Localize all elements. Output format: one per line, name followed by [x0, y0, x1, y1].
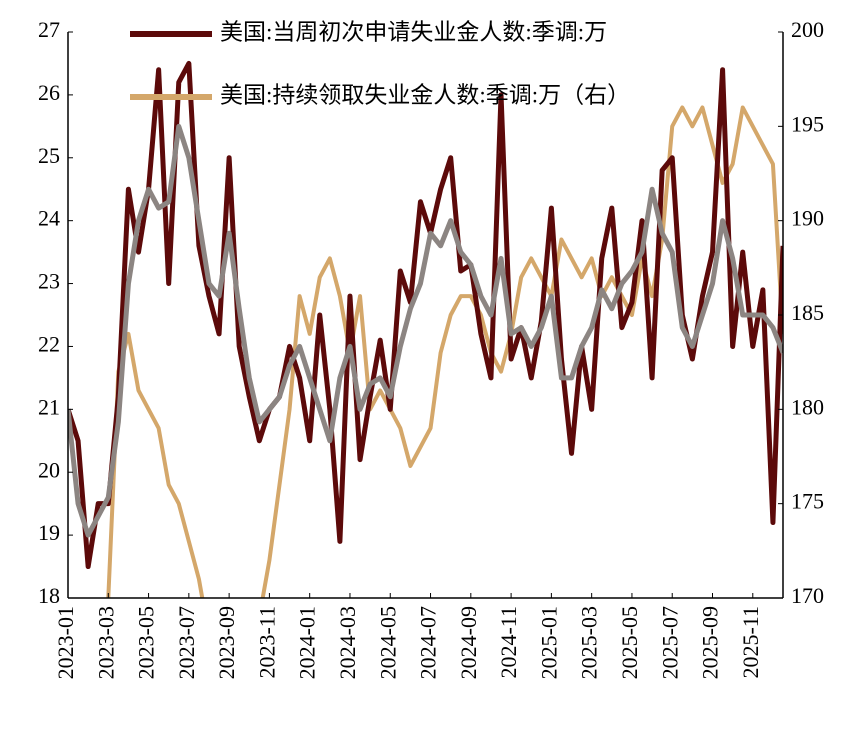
- series-line: [106, 105, 783, 598]
- y-tick-label: 20: [38, 457, 60, 482]
- x-tick-label: 2023-11: [254, 606, 279, 679]
- y2-tick-label: 200: [791, 17, 824, 42]
- x-tick-label: 2024-11: [496, 606, 521, 679]
- y2-tick-label: 190: [791, 206, 824, 231]
- x-tick-label: 2023-01: [53, 606, 78, 679]
- x-tick-label: 2023-03: [93, 606, 118, 679]
- y-tick-label: 21: [38, 394, 60, 419]
- y2-tick-label: 185: [791, 300, 824, 325]
- x-tick-label: 2024-07: [416, 606, 441, 679]
- y-tick-label: 24: [38, 206, 60, 231]
- legend-label: 美国:持续领取失业金人数:季调:万（右）: [220, 82, 630, 107]
- x-tick-label: 2024-05: [375, 606, 400, 679]
- series-line: [68, 123, 783, 538]
- x-tick-label: 2025-07: [657, 606, 682, 679]
- plot-area: [68, 60, 783, 598]
- y-tick-label: 22: [38, 331, 60, 356]
- x-tick-label: 2024-09: [456, 606, 481, 679]
- y-tick-label: 19: [38, 520, 60, 545]
- x-tick-label: 2024-03: [335, 606, 360, 679]
- legend-label: 美国:当周初次申请失业金人数:季调:万: [220, 19, 607, 44]
- series-line: [68, 60, 783, 570]
- x-tick-label: 2025-03: [577, 606, 602, 679]
- y-tick-label: 27: [38, 17, 60, 42]
- x-tick-label: 2023-05: [134, 606, 159, 679]
- y2-tick-label: 195: [791, 111, 824, 136]
- x-tick-label: 2025-05: [617, 606, 642, 679]
- x-tick-label: 2023-09: [214, 606, 239, 679]
- x-tick-label: 2023-07: [174, 606, 199, 679]
- x-tick-label: 2025-11: [738, 606, 763, 679]
- y-tick-label: 26: [38, 80, 60, 105]
- y2-tick-label: 180: [791, 394, 824, 419]
- x-tick-label: 2025-09: [698, 606, 723, 679]
- y2-tick-label: 170: [791, 583, 824, 608]
- x-tick-label: 2024-01: [295, 606, 320, 679]
- y-tick-label: 23: [38, 269, 60, 294]
- x-tick-label: 2025-01: [536, 606, 561, 679]
- y-tick-label: 18: [38, 583, 60, 608]
- y2-tick-label: 175: [791, 489, 824, 514]
- y-tick-label: 25: [38, 143, 60, 168]
